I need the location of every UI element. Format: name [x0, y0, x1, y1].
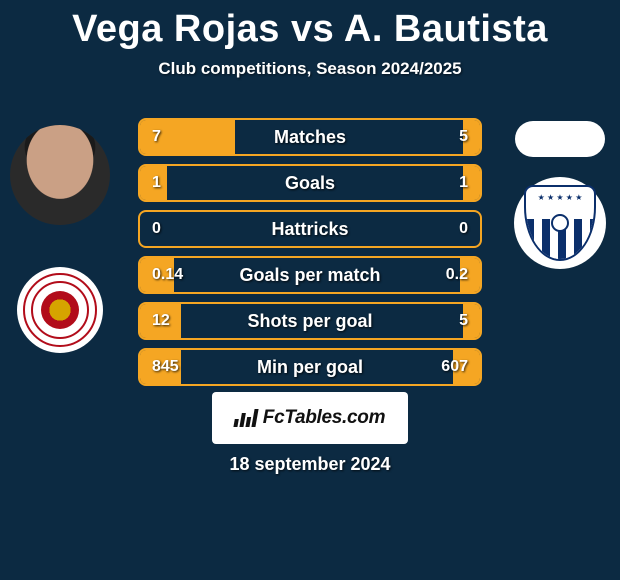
stat-row: 7 5 Matches [138, 118, 482, 156]
stat-value-right: 5 [459, 128, 468, 146]
club-badge-right: ★ ★ ★ ★ ★ [514, 177, 606, 269]
player-photo-right [515, 121, 605, 157]
stat-row: 0.14 0.2 Goals per match [138, 256, 482, 294]
club-shield: ★ ★ ★ ★ ★ [524, 185, 596, 261]
stat-value-right: 0 [459, 220, 468, 238]
stat-value-left: 12 [152, 312, 170, 330]
stat-value-left: 845 [152, 358, 179, 376]
club-stars-icon: ★ ★ ★ ★ ★ [526, 193, 594, 202]
stat-row: 12 5 Shots per goal [138, 302, 482, 340]
stat-value-left: 0.14 [152, 266, 183, 284]
stat-row: 845 607 Min per goal [138, 348, 482, 386]
club-ball-icon [551, 214, 569, 232]
club-badge-left [17, 267, 103, 353]
stat-label: Goals [285, 173, 335, 194]
right-player-column: ★ ★ ★ ★ ★ [500, 115, 620, 269]
stat-value-right: 1 [459, 174, 468, 192]
stat-label: Goals per match [239, 265, 380, 286]
stat-value-right: 5 [459, 312, 468, 330]
page-title: Vega Rojas vs A. Bautista [0, 0, 620, 51]
page-subtitle: Club competitions, Season 2024/2025 [0, 59, 620, 79]
stat-label: Matches [274, 127, 346, 148]
site-label: FcTables.com [263, 407, 385, 429]
stat-label: Min per goal [257, 357, 363, 378]
stat-label: Hattricks [271, 219, 348, 240]
player-face-placeholder [10, 125, 110, 225]
comparison-card: Vega Rojas vs A. Bautista Club competiti… [0, 0, 620, 580]
stat-row: 0 0 Hattricks [138, 210, 482, 248]
stat-label: Shots per goal [247, 311, 372, 332]
stat-value-left: 0 [152, 220, 161, 238]
left-player-column [0, 115, 120, 353]
stats-panel: 7 5 Matches 1 1 Goals 0 0 Hattricks 0.14 0.2 Goals … [138, 118, 482, 394]
stat-value-left: 7 [152, 128, 161, 146]
comparison-date: 18 september 2024 [0, 454, 620, 475]
stat-value-right: 607 [441, 358, 468, 376]
stat-value-left: 1 [152, 174, 161, 192]
site-attribution-badge: FcTables.com [212, 392, 408, 444]
stat-row: 1 1 Goals [138, 164, 482, 202]
stat-value-right: 0.2 [446, 266, 468, 284]
bars-icon [233, 409, 258, 427]
club-badge-center [41, 291, 79, 329]
player-photo-left [10, 125, 110, 225]
